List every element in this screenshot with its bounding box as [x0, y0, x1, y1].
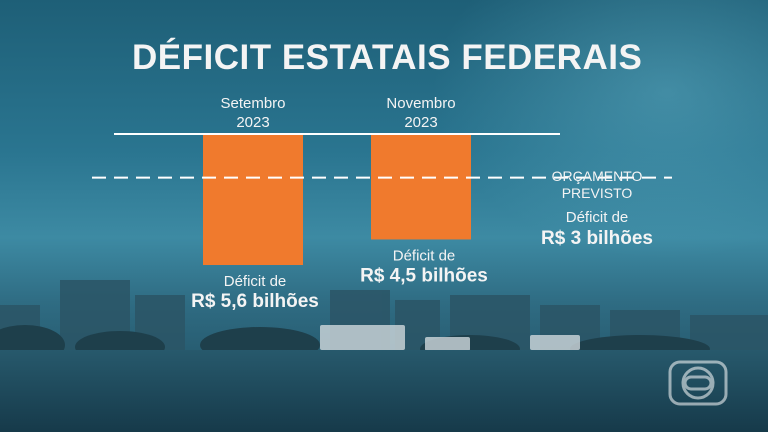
background-glow [430, 0, 768, 260]
globo-logo-icon [668, 360, 728, 406]
data-label-1: R$ 5,6 bilhões [191, 291, 319, 312]
category-label-1: Setembro [220, 95, 285, 112]
reference-subtitle: PREVISTO [562, 185, 633, 201]
chart-title: DÉFICIT ESTATAIS FEDERAIS [132, 38, 643, 77]
reference-label-prefix: Déficit de [566, 209, 629, 226]
reference-title: ORÇAMENTO [552, 168, 643, 184]
category-year-1: 2023 [236, 114, 269, 131]
category-year-2: 2023 [404, 114, 437, 131]
bar-2 [371, 135, 471, 240]
data-label-prefix-1: Déficit de [224, 273, 287, 290]
bar-1 [203, 135, 303, 265]
category-label-2: Novembro [386, 95, 455, 112]
data-label-prefix-2: Déficit de [393, 247, 456, 264]
reference-label: R$ 3 bilhões [541, 228, 653, 249]
data-label-2: R$ 4,5 bilhões [360, 265, 488, 286]
water-reflection [0, 350, 768, 432]
